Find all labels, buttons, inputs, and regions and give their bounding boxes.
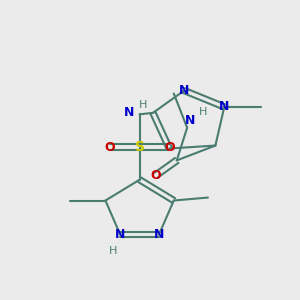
Text: O: O (105, 140, 115, 154)
Text: N: N (219, 100, 230, 113)
Text: H: H (198, 107, 207, 117)
Text: H: H (138, 100, 147, 110)
Text: N: N (185, 114, 195, 127)
Text: N: N (154, 228, 164, 241)
Text: S: S (135, 140, 145, 154)
Text: N: N (115, 228, 125, 241)
Text: O: O (151, 169, 161, 182)
Text: O: O (164, 140, 175, 154)
Text: H: H (109, 246, 117, 256)
Text: N: N (179, 84, 189, 97)
Text: N: N (124, 106, 134, 119)
